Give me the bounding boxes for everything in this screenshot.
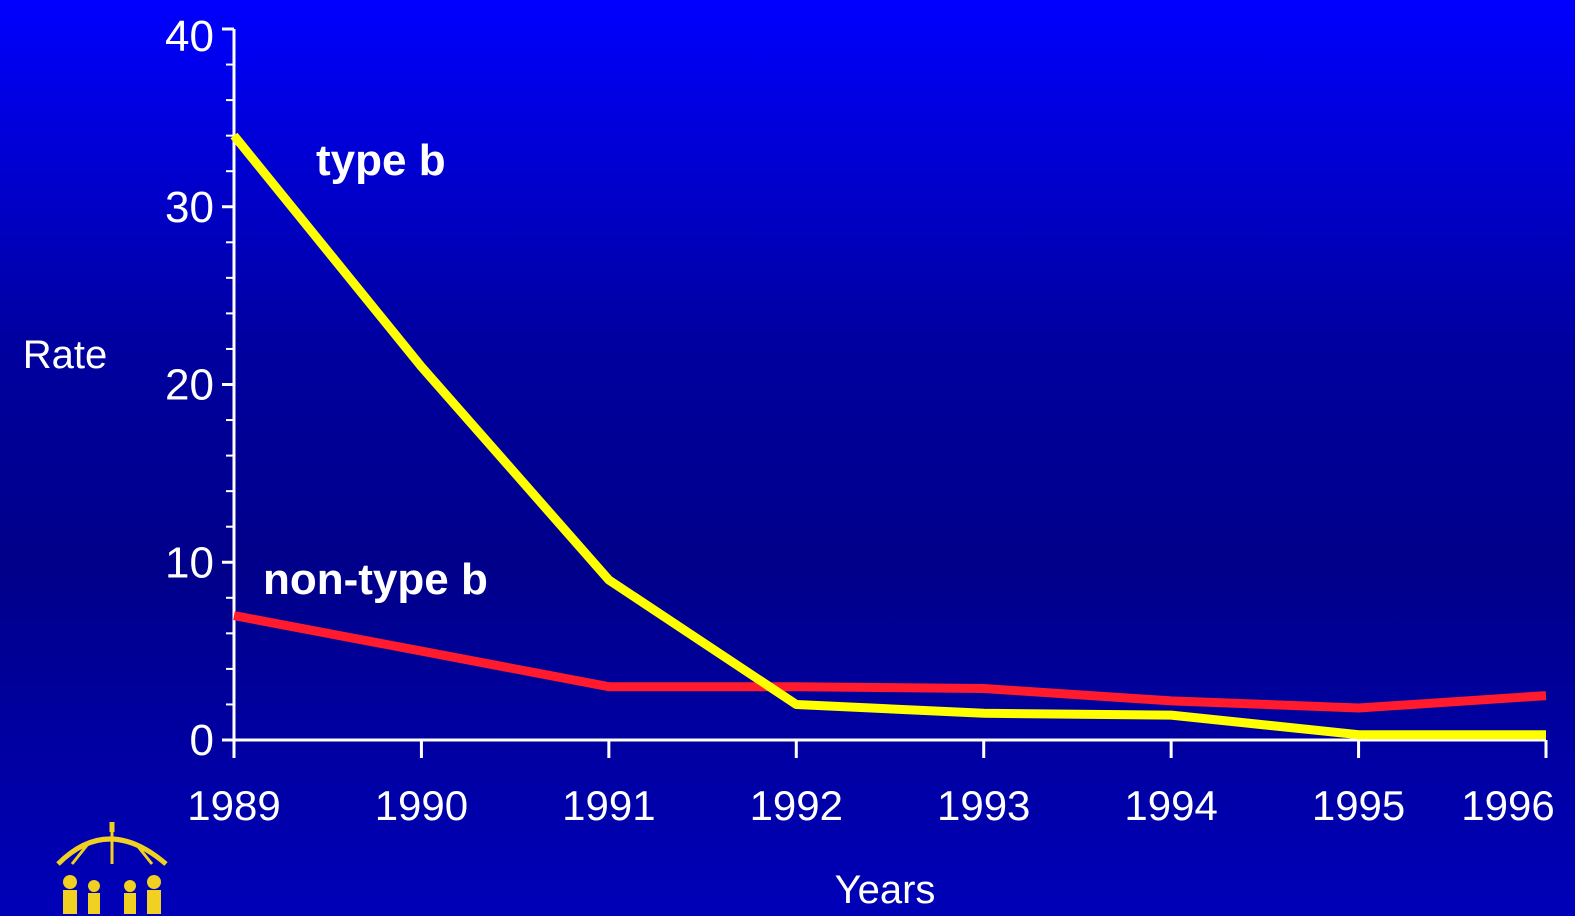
x-tick-label: 1995 [1312,782,1405,829]
y-tick-label: 20 [165,361,214,410]
chart-axes: 0 10 20 30 40 1989 1990 1991 1992 1993 1994 1995 199… [165,12,1555,829]
y-axis-label: Rate [23,333,108,377]
series-layer [230,132,1547,740]
series-line-type-b [230,132,1546,740]
y-tick-label: 40 [165,12,214,61]
umbrella-family-logo [56,822,168,914]
x-tick-label: 1990 [375,782,468,829]
x-tick-label: 1992 [750,782,843,829]
y-tick-label: 0 [190,716,214,765]
y-tick-label: 30 [165,183,214,232]
x-tick-label: 1994 [1124,782,1217,829]
series-label-non-type-b: non-type b [263,555,488,604]
series-label-type-b: type b [316,136,446,185]
series-line-non-type-b [233,611,1547,713]
x-axis-label: Years [835,868,936,912]
x-tick-label: 1991 [562,782,655,829]
x-tick-label: 1996 [1461,782,1554,829]
x-tick-label: 1993 [937,782,1030,829]
labels-layer: Rate Years type b non-type b [23,136,936,912]
y-tick-label: 10 [165,538,214,587]
x-tick-label: 1989 [187,782,280,829]
